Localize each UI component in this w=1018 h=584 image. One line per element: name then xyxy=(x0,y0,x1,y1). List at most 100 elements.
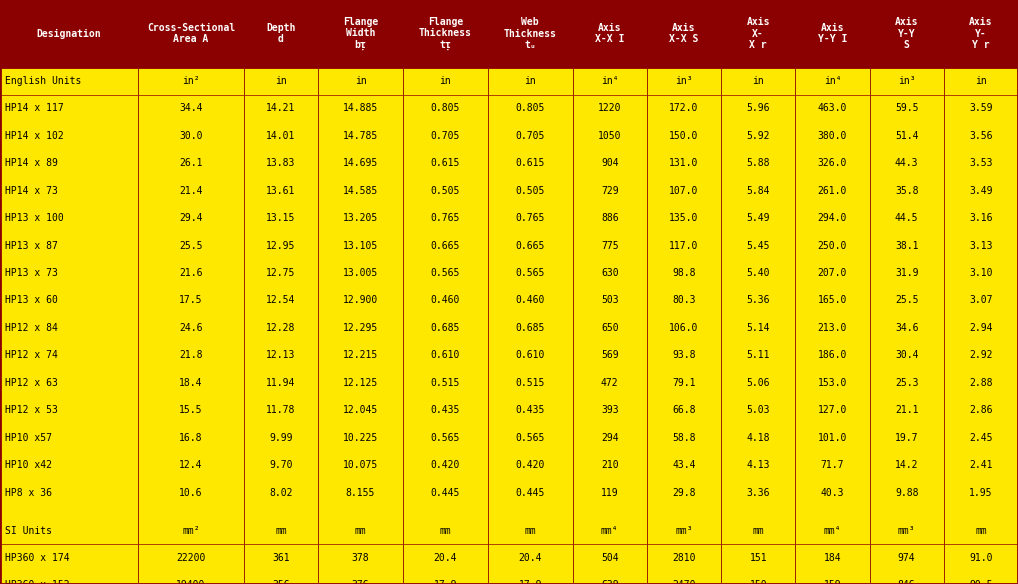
Text: 5.88: 5.88 xyxy=(746,158,770,168)
Text: 261.0: 261.0 xyxy=(817,186,847,196)
Text: 0.805: 0.805 xyxy=(515,103,545,113)
Text: 19.7: 19.7 xyxy=(895,433,918,443)
Text: 1.95: 1.95 xyxy=(969,488,993,498)
Text: 472: 472 xyxy=(601,378,619,388)
Text: 2.92: 2.92 xyxy=(969,350,993,360)
Text: mm: mm xyxy=(524,526,536,536)
Text: 131.0: 131.0 xyxy=(669,158,698,168)
Text: Axis
Y-
Y r: Axis Y- Y r xyxy=(969,17,993,50)
Text: 5.92: 5.92 xyxy=(746,131,770,141)
Text: HP14 x 117: HP14 x 117 xyxy=(5,103,64,113)
Text: 213.0: 213.0 xyxy=(817,323,847,333)
Text: HP14 x 89: HP14 x 89 xyxy=(5,158,58,168)
Text: 11.94: 11.94 xyxy=(267,378,295,388)
Text: 30.4: 30.4 xyxy=(895,350,918,360)
Text: 14.585: 14.585 xyxy=(343,186,378,196)
Text: 2.88: 2.88 xyxy=(969,378,993,388)
Text: HP12 x 63: HP12 x 63 xyxy=(5,378,58,388)
Text: 0.615: 0.615 xyxy=(431,158,460,168)
Text: 17.9: 17.9 xyxy=(518,580,542,584)
Text: 0.765: 0.765 xyxy=(515,213,545,223)
Text: in²: in² xyxy=(182,76,200,86)
Text: 356: 356 xyxy=(272,580,290,584)
Text: 11.78: 11.78 xyxy=(267,405,295,415)
Text: SI Units: SI Units xyxy=(5,526,52,536)
Text: 186.0: 186.0 xyxy=(817,350,847,360)
Text: 12.215: 12.215 xyxy=(343,350,378,360)
Text: 12.295: 12.295 xyxy=(343,323,378,333)
Text: Axis
Y-Y
S: Axis Y-Y S xyxy=(895,17,918,50)
Text: Axis
X-X I: Axis X-X I xyxy=(596,23,624,44)
Text: 376: 376 xyxy=(352,580,370,584)
Text: 5.03: 5.03 xyxy=(746,405,770,415)
Text: 101.0: 101.0 xyxy=(817,433,847,443)
Text: 10.225: 10.225 xyxy=(343,433,378,443)
Text: in: in xyxy=(524,76,536,86)
Text: 14.21: 14.21 xyxy=(267,103,295,113)
Text: 12.045: 12.045 xyxy=(343,405,378,415)
Text: HP13 x 60: HP13 x 60 xyxy=(5,296,58,305)
Text: in⁴: in⁴ xyxy=(601,76,619,86)
Text: 150: 150 xyxy=(749,580,767,584)
Text: HP10 x42: HP10 x42 xyxy=(5,460,52,470)
Text: 0.460: 0.460 xyxy=(431,296,460,305)
Text: HP360 x 152: HP360 x 152 xyxy=(5,580,69,584)
Text: 0.565: 0.565 xyxy=(431,433,460,443)
Text: 775: 775 xyxy=(601,241,619,251)
Text: 21.4: 21.4 xyxy=(179,186,203,196)
Text: Axis
Y-Y I: Axis Y-Y I xyxy=(817,23,847,44)
Text: HP13 x 100: HP13 x 100 xyxy=(5,213,64,223)
Text: 3.59: 3.59 xyxy=(969,103,993,113)
Text: 5.36: 5.36 xyxy=(746,296,770,305)
Text: 40.3: 40.3 xyxy=(821,488,844,498)
Text: 630: 630 xyxy=(601,268,619,278)
Text: 904: 904 xyxy=(601,158,619,168)
Text: Flange
Thickness
tᴉ: Flange Thickness tᴉ xyxy=(419,17,471,50)
Text: 0.705: 0.705 xyxy=(515,131,545,141)
Text: 0.565: 0.565 xyxy=(431,268,460,278)
Text: Depth
d: Depth d xyxy=(267,23,295,44)
Text: HP13 x 87: HP13 x 87 xyxy=(5,241,58,251)
Text: 79.1: 79.1 xyxy=(672,378,695,388)
Text: 5.84: 5.84 xyxy=(746,186,770,196)
Text: HP13 x 73: HP13 x 73 xyxy=(5,268,58,278)
Text: 5.40: 5.40 xyxy=(746,268,770,278)
Text: mm: mm xyxy=(275,526,287,536)
Text: in: in xyxy=(975,76,986,86)
Text: HP10 x57: HP10 x57 xyxy=(5,433,52,443)
Text: HP14 x 73: HP14 x 73 xyxy=(5,186,58,196)
Text: 14.2: 14.2 xyxy=(895,460,918,470)
Text: in: in xyxy=(440,76,451,86)
Text: 12.75: 12.75 xyxy=(267,268,295,278)
Text: 3.16: 3.16 xyxy=(969,213,993,223)
Text: 1220: 1220 xyxy=(598,103,622,113)
Text: 106.0: 106.0 xyxy=(669,323,698,333)
Text: 2.45: 2.45 xyxy=(969,433,993,443)
Text: 17.9: 17.9 xyxy=(434,580,457,584)
Text: 17.5: 17.5 xyxy=(179,296,203,305)
Text: Web
Thickness
tᵤ: Web Thickness tᵤ xyxy=(504,17,557,50)
Text: 0.665: 0.665 xyxy=(515,241,545,251)
Text: 8.02: 8.02 xyxy=(269,488,293,498)
Text: 3.49: 3.49 xyxy=(969,186,993,196)
Text: 846: 846 xyxy=(898,580,915,584)
Text: 2810: 2810 xyxy=(672,553,695,563)
Text: 38.1: 38.1 xyxy=(895,241,918,251)
Text: mm: mm xyxy=(975,526,986,536)
Text: 12.28: 12.28 xyxy=(267,323,295,333)
Text: mm: mm xyxy=(354,526,366,536)
Text: 504: 504 xyxy=(601,553,619,563)
Text: 3.13: 3.13 xyxy=(969,241,993,251)
Text: in³: in³ xyxy=(898,76,915,86)
Text: 210: 210 xyxy=(601,460,619,470)
Text: 58.8: 58.8 xyxy=(672,433,695,443)
Text: 172.0: 172.0 xyxy=(669,103,698,113)
Text: 165.0: 165.0 xyxy=(817,296,847,305)
Text: 15.5: 15.5 xyxy=(179,405,203,415)
Text: 16.8: 16.8 xyxy=(179,433,203,443)
Text: 151: 151 xyxy=(749,553,767,563)
Text: 43.4: 43.4 xyxy=(672,460,695,470)
Text: 3.53: 3.53 xyxy=(969,158,993,168)
Text: 13.105: 13.105 xyxy=(343,241,378,251)
Text: in⁴: in⁴ xyxy=(824,76,841,86)
